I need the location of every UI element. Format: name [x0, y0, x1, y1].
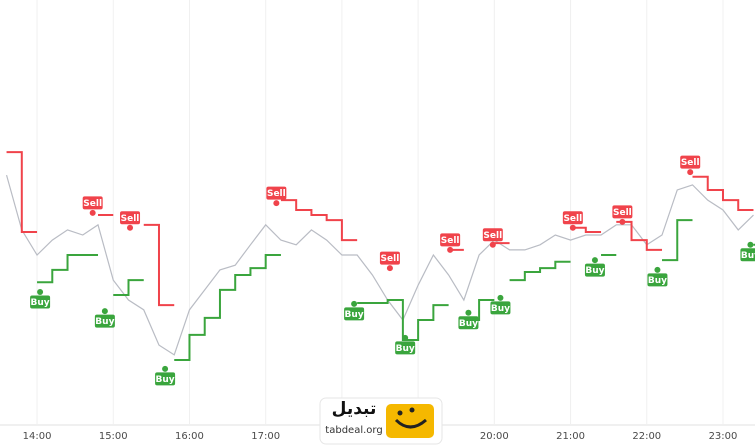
signal-box [584, 263, 605, 277]
signal: Sell [482, 228, 503, 248]
signal: Sell [379, 251, 400, 272]
signal-box [344, 307, 365, 321]
signal-dot [447, 246, 454, 253]
signal-label: Sell [563, 214, 582, 224]
signal-label: Buy [95, 317, 114, 327]
signal-dot [489, 241, 496, 248]
logo-url: tabdeal.org [325, 425, 382, 436]
signal-box [94, 314, 115, 328]
logo-eye [397, 410, 403, 416]
signal: Sell [120, 211, 141, 231]
signal: Buy [344, 300, 365, 321]
signal-dot [101, 308, 108, 315]
signal-box [379, 251, 400, 265]
signal: Sell [680, 155, 701, 176]
signal-box [562, 211, 583, 225]
signal-box [155, 372, 176, 386]
signal-box [740, 248, 755, 262]
signal: Sell [266, 186, 287, 207]
logo-name: تبدیل [332, 399, 377, 419]
signal: Buy [458, 309, 479, 330]
signal-label: Sell [83, 199, 102, 209]
logo-smile [394, 418, 427, 429]
signal-label: Buy [459, 319, 478, 329]
signal: Buy [155, 365, 176, 386]
signal-label: Sell [121, 214, 140, 224]
signal-label: Buy [345, 310, 364, 320]
watermark: تبدیل tabdeal.org [319, 397, 443, 445]
signal-dot [619, 218, 626, 225]
x-tick-label: 22:00 [632, 431, 661, 442]
signal: Buy [647, 266, 668, 287]
signal-label: Buy [648, 276, 667, 286]
signal-box [612, 205, 633, 219]
signal-box [82, 196, 103, 210]
x-tick-label: 17:00 [251, 431, 280, 442]
signal-dot [37, 288, 44, 295]
trend-line [6, 151, 754, 307]
signal: Buy [395, 334, 416, 355]
signal-dot [162, 365, 169, 372]
signal-label: Sell [613, 208, 632, 218]
signal: Buy [94, 308, 115, 328]
signal-dot [127, 224, 134, 231]
signal-box [482, 228, 503, 242]
signal-label: Sell [681, 158, 700, 168]
signal-label: Buy [491, 304, 510, 314]
signal-label: Buy [31, 298, 50, 308]
signal-box [395, 341, 416, 355]
x-tick-label: 15:00 [99, 431, 128, 442]
signal-dot [569, 224, 576, 231]
signal-dot [89, 209, 96, 216]
signal-box [120, 211, 141, 225]
price-line [5, 174, 754, 356]
signal-label: Sell [381, 254, 400, 264]
signal-label: Sell [441, 236, 460, 246]
signal-box [647, 273, 668, 287]
signal-label: Buy [585, 266, 604, 276]
x-tick-label: 14:00 [23, 431, 52, 442]
signal-dot [402, 334, 409, 341]
signal-box [266, 186, 287, 200]
signal-dot [386, 265, 393, 272]
signal-box [30, 295, 51, 309]
signal-box [490, 301, 511, 315]
signal: Buy [740, 241, 755, 262]
signal-label: Buy [741, 251, 755, 261]
signal: Buy [584, 257, 605, 277]
signal: Sell [82, 196, 103, 216]
signal-dot [465, 309, 472, 316]
signal-dot [497, 294, 504, 301]
logo-eye [409, 407, 415, 413]
signal-box [440, 233, 461, 247]
signal-box [680, 155, 701, 169]
x-tick-label: 20:00 [480, 431, 509, 442]
signal-label: Sell [267, 189, 286, 199]
signal: Buy [30, 288, 51, 309]
x-tick-label: 21:00 [556, 431, 585, 442]
x-tick-label: 23:00 [709, 431, 738, 442]
signal-box [458, 316, 479, 330]
signal-dot [591, 257, 598, 264]
signal-dot [747, 241, 754, 248]
signal-label: Buy [396, 344, 415, 354]
signal-dot [351, 300, 358, 307]
signal-label: Sell [483, 231, 502, 241]
signal-dot [273, 200, 280, 207]
x-tick-label: 16:00 [175, 431, 204, 442]
signal: Sell [562, 211, 583, 231]
signal: Buy [490, 294, 511, 315]
trend-line [37, 219, 755, 361]
signal: Sell [440, 233, 461, 253]
signal-label: Buy [156, 375, 175, 385]
signal-dot [654, 266, 661, 273]
signal: Sell [612, 205, 633, 225]
signal-dot [687, 169, 694, 176]
